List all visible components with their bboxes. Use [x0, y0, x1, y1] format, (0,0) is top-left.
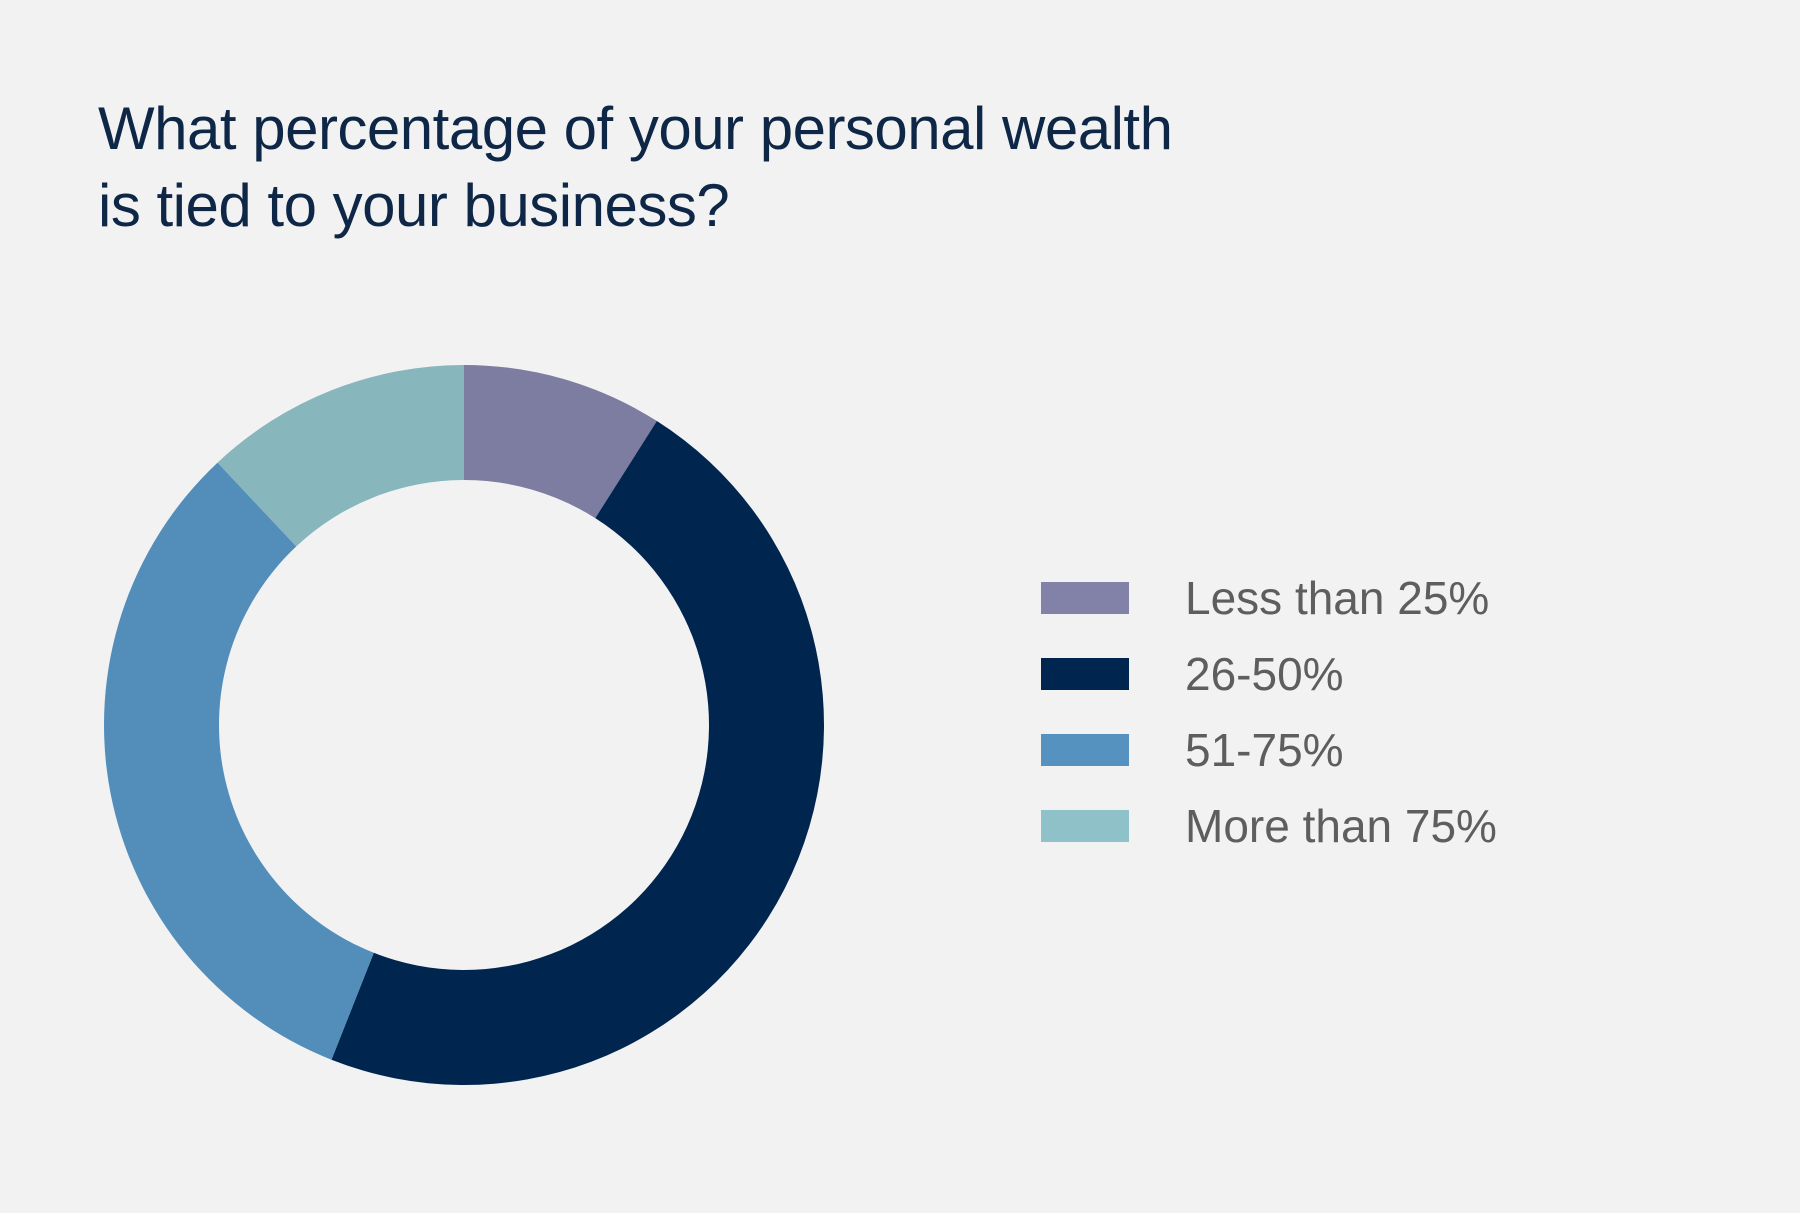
legend-swatch [1041, 810, 1129, 842]
chart-title: What percentage of your personal wealth … [98, 90, 1173, 244]
chart-title-line-1: What percentage of your personal wealth [98, 95, 1173, 162]
legend-swatch [1041, 582, 1129, 614]
legend-item: 51-75% [1041, 712, 1497, 788]
legend-label: 51-75% [1185, 724, 1344, 776]
legend: Less than 25% 26-50% 51-75% More than 75… [1041, 560, 1497, 864]
donut-slice-3 [104, 462, 374, 1060]
legend-label: Less than 25% [1185, 572, 1490, 624]
legend-swatch [1041, 734, 1129, 766]
legend-swatch [1041, 658, 1129, 690]
donut-slice-4 [217, 365, 464, 547]
legend-label: More than 75% [1185, 800, 1497, 852]
legend-item: 26-50% [1041, 636, 1497, 712]
donut-slice-2 [331, 421, 824, 1085]
chart-title-line-2: is tied to your business? [98, 172, 730, 239]
legend-label: 26-50% [1185, 648, 1344, 700]
legend-item: Less than 25% [1041, 560, 1497, 636]
legend-item: More than 75% [1041, 788, 1497, 864]
donut-slice-1 [464, 365, 657, 519]
